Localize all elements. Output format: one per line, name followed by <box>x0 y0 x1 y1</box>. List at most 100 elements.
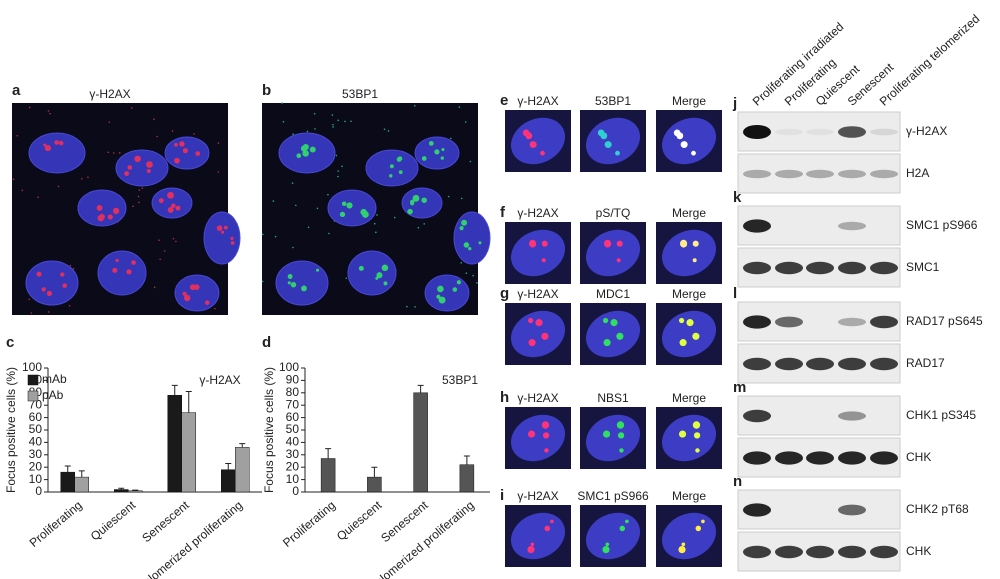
focus <box>678 317 685 324</box>
blot-label: RAD17 pS645 <box>906 314 983 328</box>
panel-letter: m <box>733 379 746 396</box>
focus <box>124 171 130 176</box>
speckle <box>295 204 297 207</box>
focus <box>171 203 176 209</box>
panel-title: 53BP1 <box>342 87 378 101</box>
speckle <box>272 200 275 202</box>
band <box>743 409 771 423</box>
focus <box>407 208 413 215</box>
focus <box>216 225 223 231</box>
speckle <box>28 106 31 109</box>
speckle <box>118 152 121 154</box>
focus <box>158 198 164 204</box>
focus <box>463 242 470 248</box>
speckle <box>281 102 283 104</box>
focus <box>167 191 175 199</box>
speckle <box>472 274 474 277</box>
focus <box>695 525 702 532</box>
nucleus <box>453 211 491 265</box>
focus <box>456 280 462 285</box>
bar <box>320 458 336 493</box>
focus <box>619 448 624 453</box>
band <box>870 545 898 559</box>
panel-letter: a <box>12 82 21 99</box>
focus <box>542 432 550 439</box>
focus <box>146 168 151 174</box>
speckle <box>156 135 158 138</box>
nucleus <box>510 310 566 358</box>
speckle <box>306 130 309 133</box>
speckle <box>261 233 264 236</box>
band <box>743 503 771 517</box>
speckle <box>72 267 75 270</box>
band <box>806 128 834 136</box>
y-tick-label: 40 <box>286 435 300 449</box>
band <box>806 169 834 179</box>
band <box>743 125 771 139</box>
focus <box>616 240 623 247</box>
bar <box>367 476 382 493</box>
speckle <box>345 277 348 279</box>
nucleus <box>585 310 641 358</box>
stain-label: γ-H2AX <box>517 391 558 405</box>
lane-label: Proliferating telomerized <box>877 12 983 109</box>
stain-label: Merge <box>672 287 706 301</box>
speckle <box>331 114 334 116</box>
focus <box>287 274 293 279</box>
chart-title: γ-H2AX <box>199 373 240 387</box>
y-tick-label: 50 <box>286 422 300 436</box>
y-tick-label: 60 <box>286 410 300 424</box>
focus <box>230 241 235 245</box>
x-tick-label: Quiescent <box>88 498 139 544</box>
focus <box>194 284 200 290</box>
stain-label: Merge <box>672 94 706 108</box>
focus <box>167 206 174 213</box>
speckle <box>163 250 166 252</box>
nucleus <box>401 187 443 219</box>
speckle <box>414 306 416 308</box>
nucleus <box>510 229 566 277</box>
focus <box>421 197 427 203</box>
speckle <box>413 105 416 107</box>
focus <box>478 241 482 245</box>
focus <box>412 194 420 202</box>
panel-letter: k <box>733 189 742 206</box>
band <box>743 219 771 233</box>
focus <box>127 165 133 170</box>
focus <box>550 519 554 524</box>
speckle <box>49 112 51 115</box>
speckle <box>332 123 334 126</box>
blot-label: CHK <box>906 450 931 464</box>
bar <box>459 464 475 493</box>
panel-letter: n <box>733 473 742 490</box>
focus <box>686 319 694 327</box>
focus <box>678 430 687 438</box>
speckle <box>291 182 294 184</box>
band <box>838 261 866 275</box>
panel-letter: c <box>6 334 14 351</box>
speckle <box>292 133 294 135</box>
focus <box>441 147 445 152</box>
focus <box>175 205 181 211</box>
focus <box>434 149 440 155</box>
speckle <box>373 222 376 225</box>
focus <box>605 542 610 547</box>
speckle <box>316 207 319 210</box>
bar <box>413 392 428 493</box>
blot-label: H2A <box>906 166 929 180</box>
focus <box>174 142 178 147</box>
bar <box>221 469 236 493</box>
band <box>870 128 898 136</box>
nucleus <box>510 414 566 462</box>
nucleus <box>585 414 641 462</box>
focus <box>189 284 196 291</box>
focus <box>680 240 688 248</box>
speckle <box>37 196 39 198</box>
focus <box>287 281 291 285</box>
speckle <box>137 195 140 198</box>
speckle <box>387 130 390 132</box>
speckle <box>383 128 386 131</box>
speckle <box>158 239 160 241</box>
focus <box>375 276 379 280</box>
focus <box>341 201 347 206</box>
